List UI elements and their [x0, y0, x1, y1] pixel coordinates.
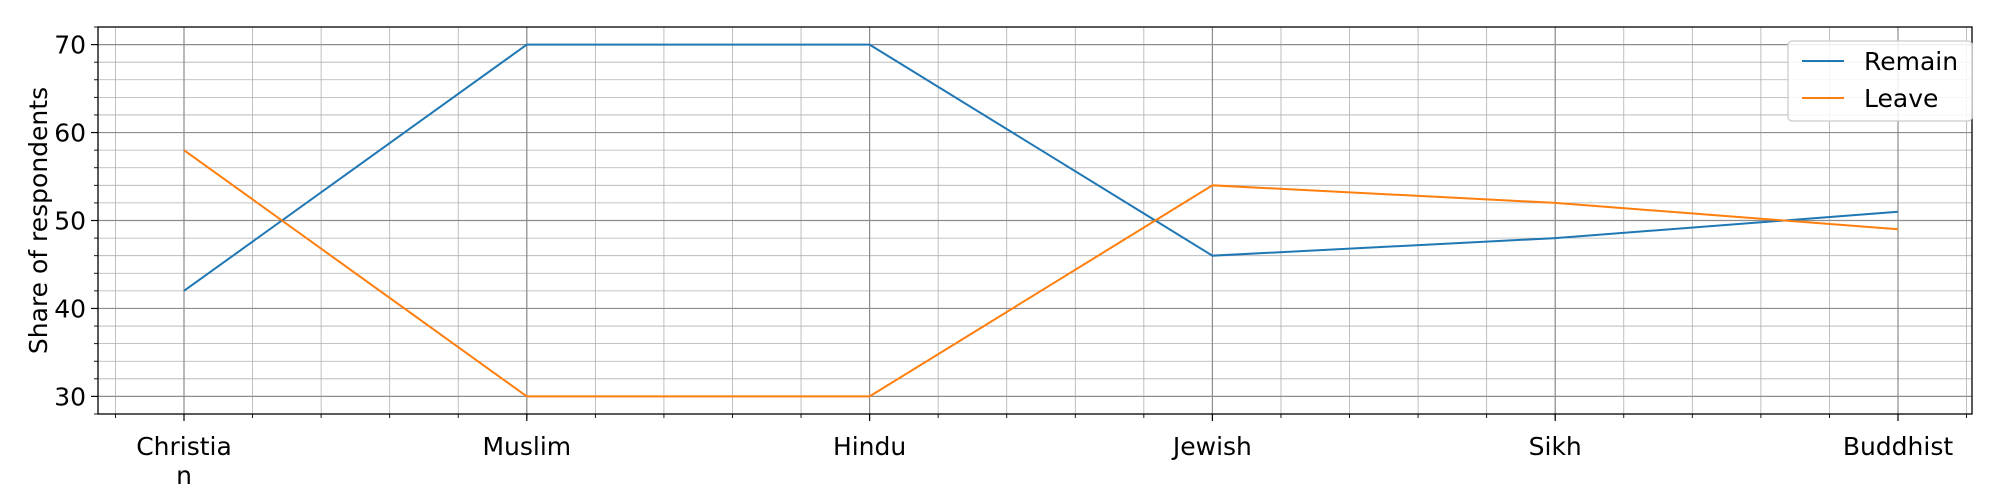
- y-tick-label: 60: [54, 119, 86, 148]
- x-tick-label: Jewish: [1171, 432, 1252, 461]
- y-tick-label: 30: [54, 382, 86, 411]
- legend-label-remain: Remain: [1864, 47, 1958, 76]
- y-tick-label: 70: [54, 31, 86, 60]
- legend: Remain Leave: [1787, 40, 1973, 122]
- x-axis-ticks: Christia n Muslim Hindu Jewish Sikh Buddhist: [114, 414, 1968, 490]
- y-tick-label: 40: [54, 294, 86, 323]
- y-tick-label: 50: [54, 207, 86, 236]
- grid: [98, 26, 1972, 415]
- series-line-remain: [183, 43, 1899, 292]
- series-line-leave: [183, 149, 1899, 398]
- x-tick-label: Christia n: [136, 432, 232, 490]
- series-lines: [183, 43, 1899, 398]
- x-tick-label: Sikh: [1529, 432, 1582, 461]
- x-tick-label: Buddhist: [1843, 432, 1954, 461]
- y-axis-label: Share of respondents: [24, 87, 53, 354]
- x-tick-label: Hindu: [833, 432, 906, 461]
- y-axis-ticks: 30 40 50 60 70: [54, 26, 98, 415]
- x-tick-label: Muslim: [482, 432, 571, 461]
- legend-label-leave: Leave: [1864, 84, 1938, 113]
